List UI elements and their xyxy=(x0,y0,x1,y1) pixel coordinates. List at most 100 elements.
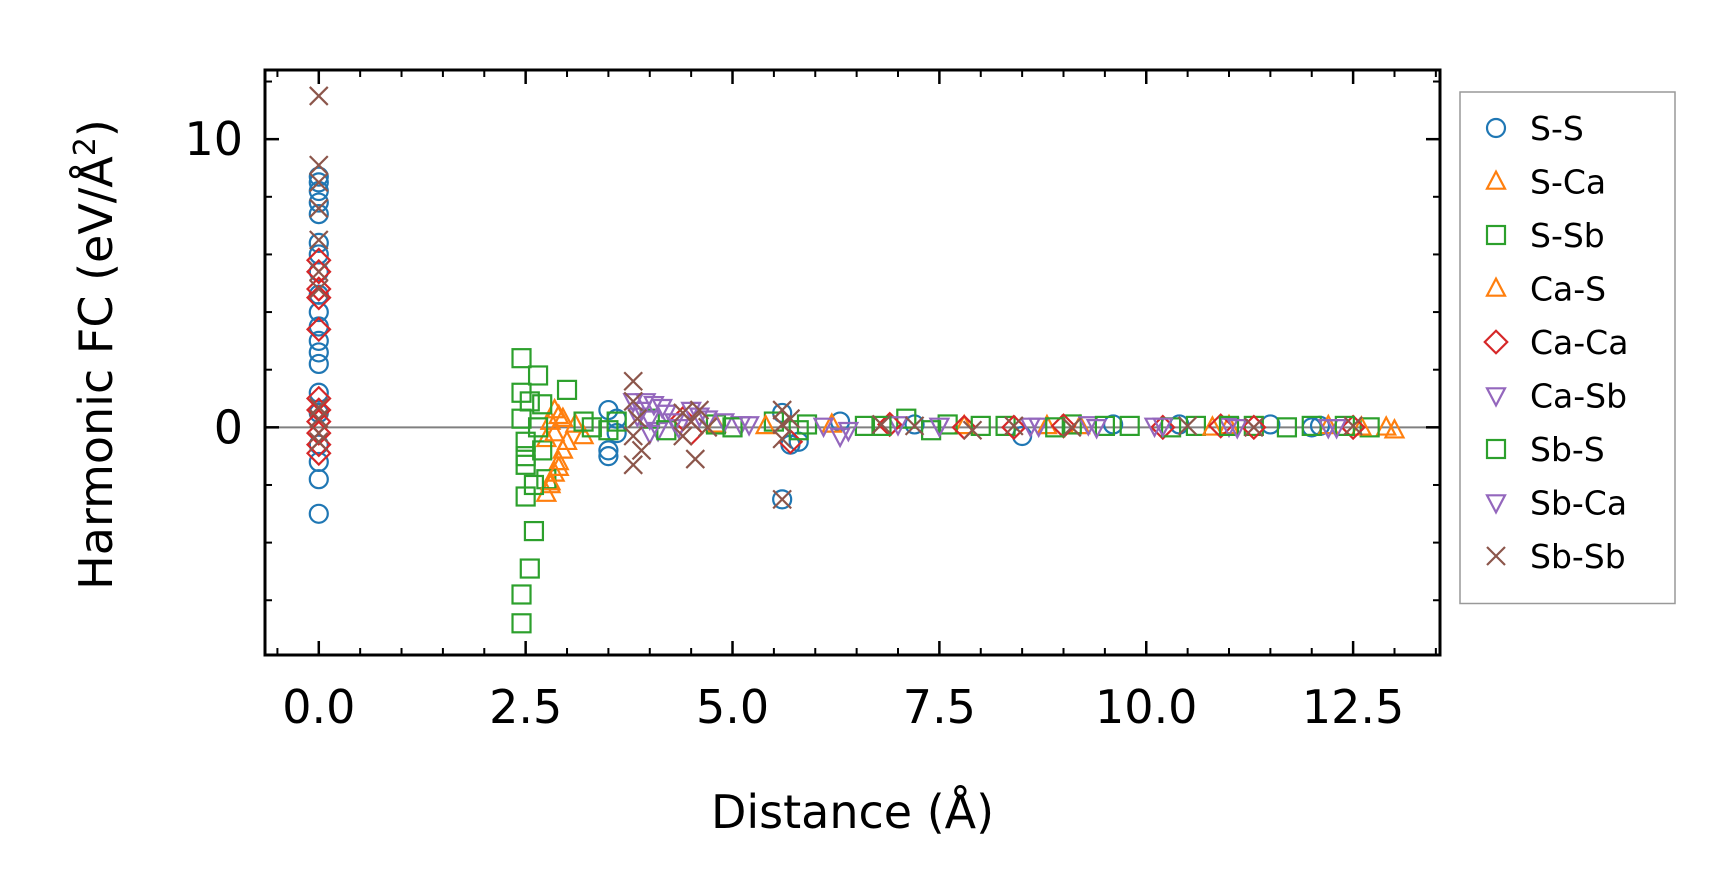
legend-marker xyxy=(1485,387,1507,408)
data-point xyxy=(1151,417,1174,439)
data-point xyxy=(689,400,710,420)
data-point xyxy=(552,406,574,427)
series-ca-s xyxy=(539,403,1373,491)
data-point xyxy=(1001,414,1027,441)
legend-marker xyxy=(1485,494,1507,515)
axis-ticks-layer xyxy=(265,70,1440,655)
legend-marker xyxy=(1485,117,1507,139)
y-axis-label-main: Harmonic FC (eV/Å xyxy=(69,156,123,590)
data-point xyxy=(623,455,643,475)
x-marker-stroke xyxy=(685,449,706,469)
x-marker-stroke xyxy=(772,414,792,435)
legend-item: Ca-Ca xyxy=(1483,323,1628,362)
x-marker-stroke xyxy=(623,371,643,392)
tick-labels-layer: 0.0 2.5 5.0 7.5 10.0 12.5 0 10 xyxy=(184,112,1404,734)
legend-label: Ca-S xyxy=(1530,270,1606,309)
data-point xyxy=(309,431,329,452)
data-point xyxy=(970,415,991,436)
y-axis-label-superscript: 2 xyxy=(68,137,103,156)
data-point xyxy=(1218,413,1240,435)
x-marker-stroke xyxy=(627,408,648,429)
x-marker-stroke xyxy=(309,423,329,443)
x-marker-stroke xyxy=(780,408,801,429)
data-point xyxy=(772,489,792,510)
data-point xyxy=(598,446,619,467)
data-point xyxy=(623,426,643,446)
series-sb-sb xyxy=(309,86,1363,510)
data-point xyxy=(962,420,983,440)
data-point xyxy=(1085,419,1108,440)
legend-item: Sb-Sb xyxy=(1486,537,1626,576)
x-marker-stroke xyxy=(309,431,329,452)
data-point xyxy=(953,413,976,435)
data-point xyxy=(1045,417,1066,438)
legend-marker xyxy=(1483,329,1509,355)
data-point xyxy=(309,198,329,219)
data-point xyxy=(305,258,332,285)
data-point xyxy=(511,348,532,369)
data-point xyxy=(685,449,706,469)
data-point xyxy=(1340,414,1366,441)
data-point xyxy=(308,166,329,187)
data-point xyxy=(308,503,329,524)
data-point xyxy=(527,417,549,438)
legend-item: Sb-S xyxy=(1485,430,1605,469)
y-tick-label: 10 xyxy=(184,112,243,166)
data-point xyxy=(1343,416,1363,436)
data-point xyxy=(305,420,332,446)
legend-item: S-S xyxy=(1485,109,1584,148)
legend-label: Sb-S xyxy=(1530,430,1605,469)
data-point xyxy=(871,415,892,436)
x-marker-stroke xyxy=(623,391,643,412)
data-point xyxy=(309,279,329,299)
data-point xyxy=(1019,417,1042,439)
x-tick-label: 5.0 xyxy=(696,680,769,734)
data-point xyxy=(532,394,553,415)
data-point xyxy=(309,261,329,282)
data-point xyxy=(1061,414,1082,435)
x-marker-stroke xyxy=(309,86,329,106)
data-point xyxy=(519,391,540,412)
data-point xyxy=(606,411,627,432)
data-point xyxy=(1004,416,1024,436)
legend-label: Sb-Ca xyxy=(1530,484,1627,523)
plot-area-frame xyxy=(263,68,1442,657)
x-marker-stroke xyxy=(309,172,329,193)
data-point xyxy=(308,434,329,455)
x-marker-stroke xyxy=(631,440,652,461)
x-marker-stroke xyxy=(1343,416,1363,436)
x-marker-stroke xyxy=(309,261,329,282)
x-marker-stroke xyxy=(1244,417,1264,438)
data-point xyxy=(627,408,648,429)
data-point xyxy=(1119,415,1140,436)
data-point xyxy=(308,232,329,254)
legend-item: S-Sb xyxy=(1485,216,1605,255)
data-point xyxy=(547,449,570,471)
y-tick-label: 0 xyxy=(214,400,243,454)
x-marker-stroke xyxy=(623,455,643,475)
data-point xyxy=(308,353,329,375)
legend-marker xyxy=(1485,169,1507,190)
data-point xyxy=(780,408,801,429)
data-point xyxy=(673,426,693,446)
data-point xyxy=(651,398,674,420)
data-point xyxy=(305,316,332,343)
data-point xyxy=(308,382,329,403)
data-point xyxy=(1276,417,1298,438)
data-point xyxy=(1062,417,1082,438)
data-point xyxy=(523,520,545,542)
data-point xyxy=(1317,413,1340,435)
legend-label: S-S xyxy=(1530,109,1584,148)
data-point xyxy=(1301,415,1322,436)
legend-box xyxy=(1459,91,1676,605)
legend-item: Ca-S xyxy=(1485,270,1606,309)
data-point xyxy=(626,407,649,429)
x-marker-stroke xyxy=(309,198,329,219)
data-point xyxy=(539,469,562,491)
legend-label: S-Ca xyxy=(1530,163,1606,202)
data-point xyxy=(697,417,718,438)
data-point xyxy=(572,423,595,445)
data-point xyxy=(634,393,657,414)
x-tick-label: 7.5 xyxy=(903,680,976,734)
